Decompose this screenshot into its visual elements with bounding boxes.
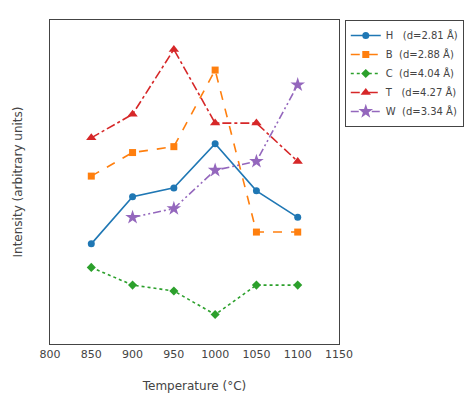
- svg-text:W (d=3.34 Å): W (d=3.34 Å): [386, 105, 457, 117]
- svg-text:900: 900: [122, 348, 143, 361]
- svg-text:1000: 1000: [201, 348, 229, 361]
- svg-text:850: 850: [81, 348, 102, 361]
- svg-text:Intensity (arbitrary units): Intensity (arbitrary units): [11, 107, 25, 258]
- svg-text:1100: 1100: [284, 348, 312, 361]
- svg-text:C (d=4.04 Å): C (d=4.04 Å): [386, 67, 454, 79]
- svg-text:B (d=2.88 Å): B (d=2.88 Å): [386, 48, 454, 60]
- svg-text:800: 800: [40, 348, 61, 361]
- svg-text:950: 950: [163, 348, 184, 361]
- svg-text:1050: 1050: [242, 348, 270, 361]
- svg-text:1150: 1150: [325, 348, 353, 361]
- svg-text:Temperature (°C): Temperature (°C): [142, 379, 247, 393]
- svg-text:H (d=2.81 Å): H (d=2.81 Å): [386, 29, 458, 41]
- svg-text:T (d=4.27 Å): T (d=4.27 Å): [385, 86, 457, 98]
